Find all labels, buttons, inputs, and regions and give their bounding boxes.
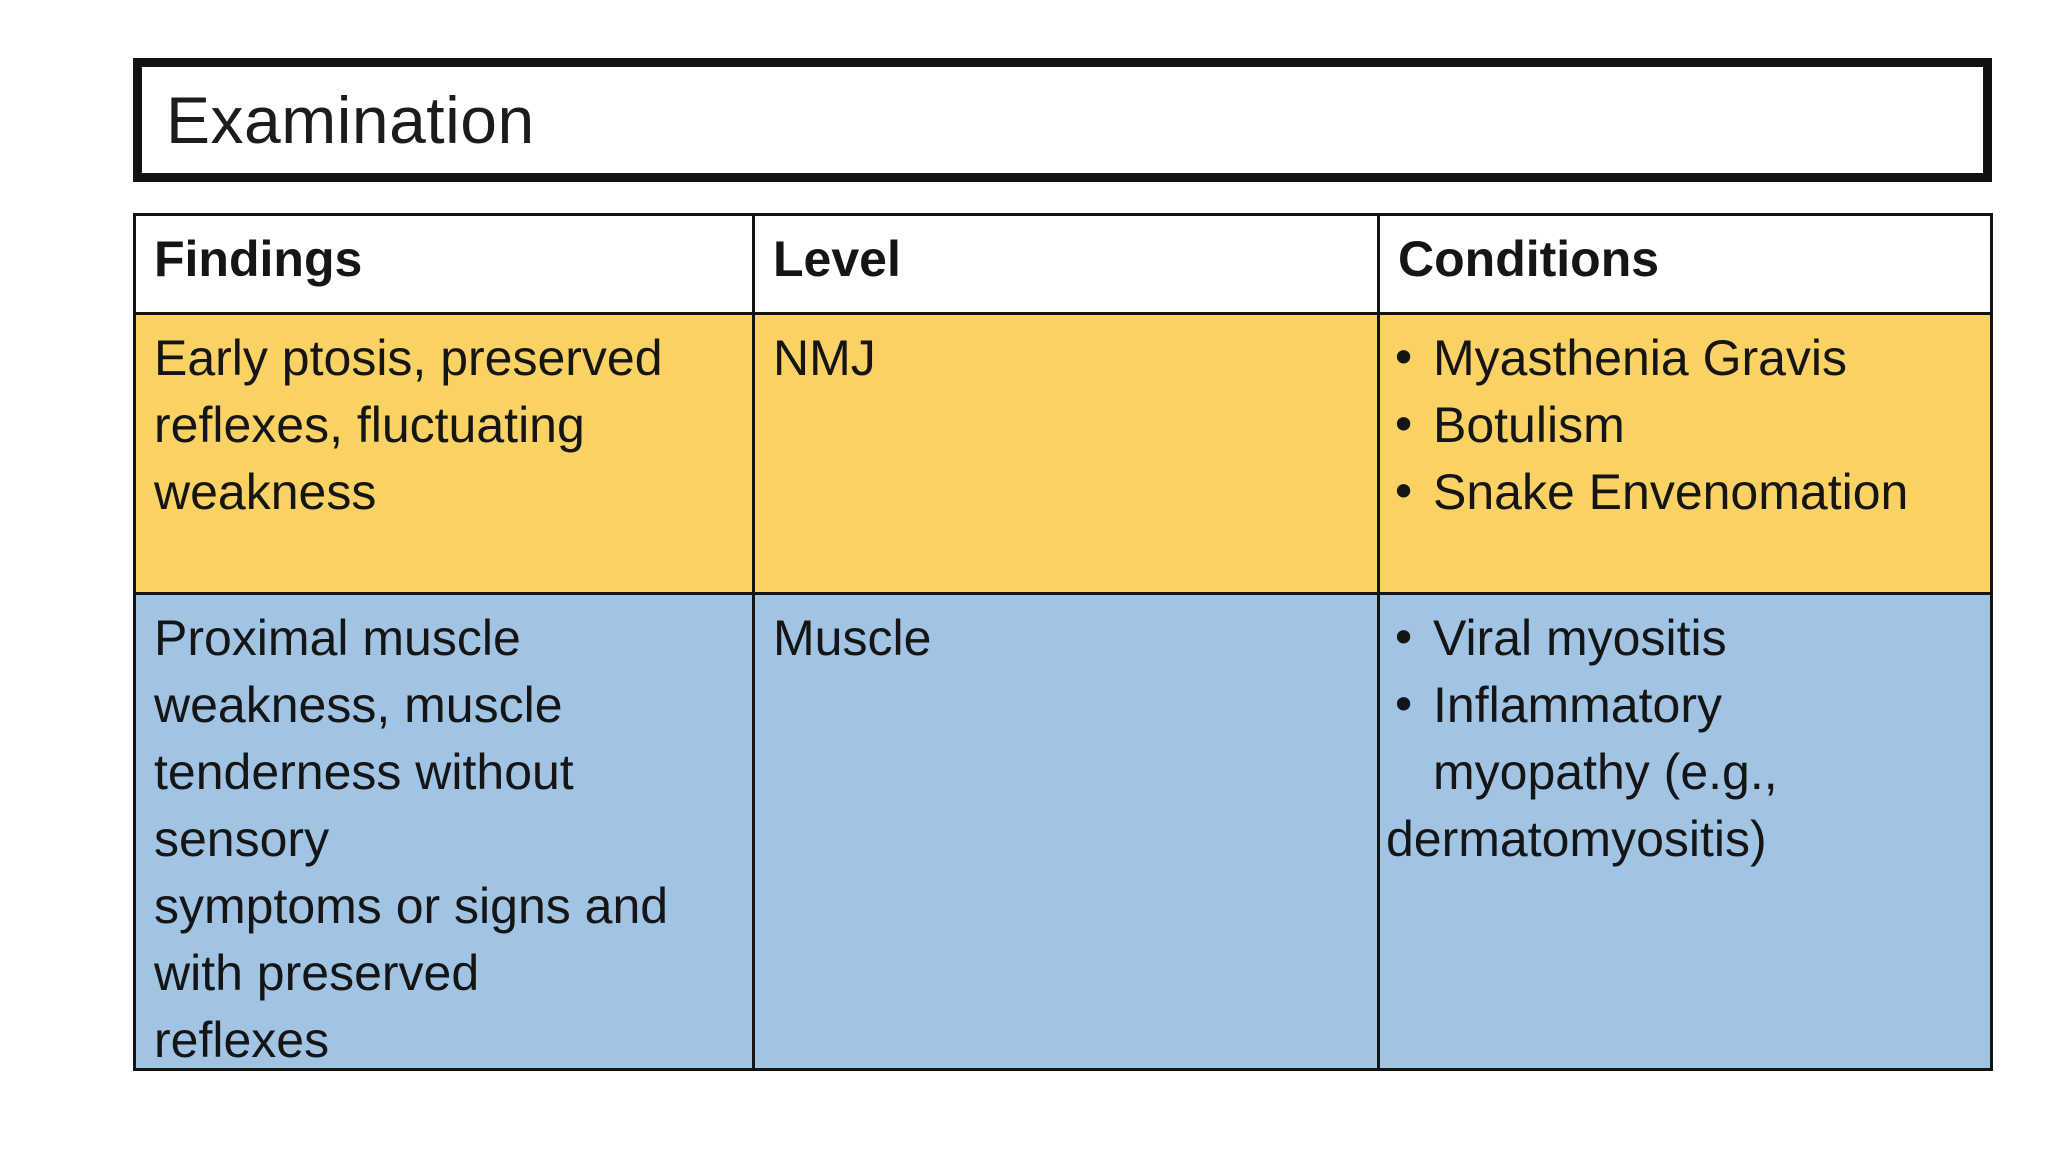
bullet-icon: • — [1390, 331, 1418, 385]
bullet-item-continuation: dermatomyositis) — [1384, 806, 1986, 873]
condition-text: Myasthenia Gravis — [1433, 330, 1848, 386]
slide-title-box: Examination — [133, 58, 1992, 182]
row2-findings-cell: Proximal muscle weakness, muscle tendern… — [136, 595, 752, 1068]
bullet-item: • Viral myositis — [1384, 605, 1986, 672]
condition-text: Snake Envenomation — [1433, 464, 1909, 520]
bullet-icon: • — [1390, 465, 1418, 519]
condition-text: myopathy (e.g., — [1433, 744, 1778, 800]
header-cell-level: Level — [755, 216, 1377, 312]
condition-text: Inflammatory — [1433, 677, 1722, 733]
row2-conditions-cell: • Viral myositis • Inflammatory myopathy (e.… — [1380, 595, 1990, 1068]
row2-level-cell: Muscle — [755, 595, 1377, 1068]
bullet-item: • Myasthenia Gravis — [1384, 325, 1986, 392]
header-cell-conditions: Conditions — [1380, 216, 1990, 312]
bullet-item: • Inflammatory — [1384, 672, 1986, 739]
row1-level-cell: NMJ — [755, 315, 1377, 592]
row1-conditions-cell: • Myasthenia Gravis • Botulism • Snake Enveno… — [1380, 315, 1990, 592]
bullet-icon: • — [1390, 611, 1418, 665]
condition-text: dermatomyositis) — [1386, 811, 1767, 867]
row1-findings-cell: Early ptosis, preserved reflexes, fluctu… — [136, 315, 752, 592]
condition-text: Botulism — [1433, 397, 1625, 453]
bullet-item: • Botulism — [1384, 392, 1986, 459]
bullet-icon: • — [1390, 678, 1418, 732]
bullet-item: • Snake Envenomation — [1384, 459, 1986, 526]
slide-title: Examination — [166, 83, 535, 157]
header-cell-findings: Findings — [136, 216, 752, 312]
condition-text: Viral myositis — [1433, 610, 1727, 666]
bullet-icon: • — [1390, 398, 1418, 452]
findings-table: Findings Level Conditions Early ptosis, … — [133, 213, 1993, 1071]
bullet-item-continuation: myopathy (e.g., — [1384, 739, 1986, 806]
